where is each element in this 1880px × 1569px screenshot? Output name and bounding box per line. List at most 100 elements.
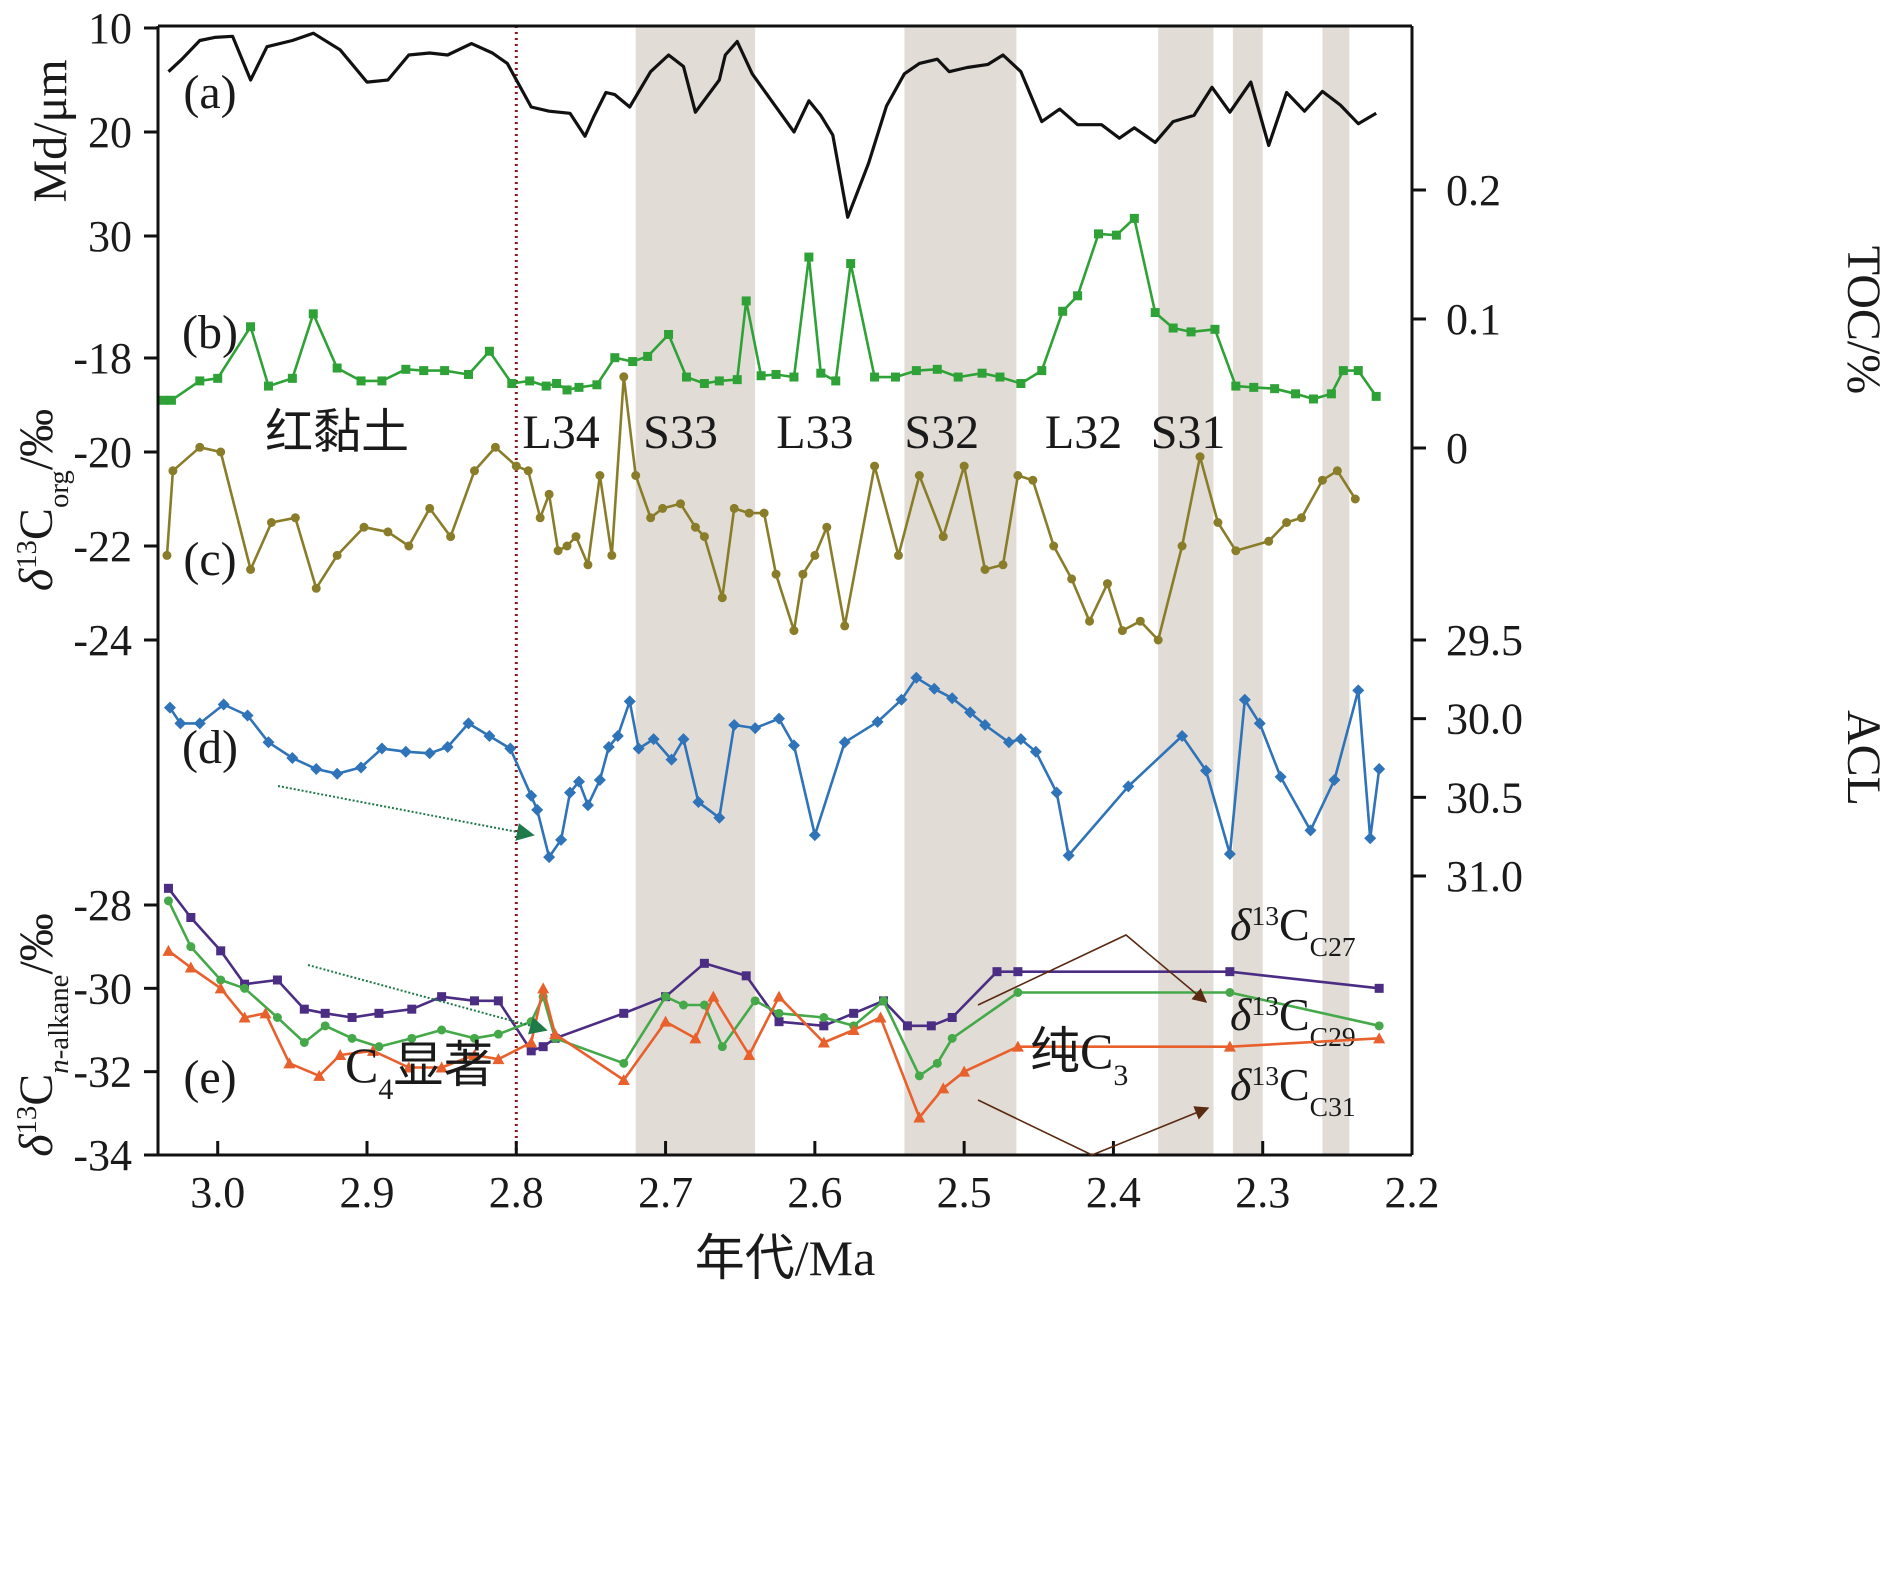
- data-point-e: [992, 967, 1002, 977]
- data-point-d: [217, 698, 230, 711]
- data-point-d: [1014, 733, 1027, 746]
- data-point-b: [507, 379, 517, 388]
- data-point-b: [377, 376, 387, 386]
- data-point-c: [1049, 541, 1059, 551]
- label-part: C27: [1310, 931, 1356, 962]
- shaded-band-2: [904, 26, 1017, 1155]
- data-point-d: [581, 799, 594, 812]
- y-tick-label-d: 30.5: [1446, 773, 1523, 822]
- stage-label: S33: [643, 406, 718, 459]
- data-point-d: [713, 811, 726, 824]
- data-point-e: [847, 1024, 860, 1035]
- y-tick-label-a: 20: [88, 108, 132, 157]
- data-point-e: [374, 1042, 384, 1052]
- arrow-to-alkane: [307, 964, 548, 1035]
- data-point-d: [1176, 729, 1189, 742]
- data-point-d: [665, 753, 678, 766]
- data-point-b: [870, 372, 880, 382]
- y-axis-title-e: δ13Cn-alkane/‰: [10, 913, 75, 1157]
- data-point-c: [619, 372, 629, 382]
- data-point-d: [1199, 764, 1212, 777]
- label-part: δ: [1230, 989, 1252, 1040]
- data-point-c: [523, 466, 533, 476]
- y-tick-label-a: 30: [88, 212, 132, 261]
- label-part: δ: [1230, 1059, 1252, 1110]
- data-point-c: [511, 461, 521, 471]
- data-point-c: [607, 550, 617, 560]
- data-point-d: [611, 729, 624, 742]
- y-axes: 10 20 30 (a) Md/μm 0 0.1 0.2 (b) TOC/% -18 -20 -22 -2…: [10, 4, 1880, 1180]
- data-point-c: [1317, 475, 1327, 485]
- y-axis-title-a: Md/μm: [24, 59, 77, 202]
- data-point-d: [399, 745, 412, 758]
- arrow-to-alkane: [977, 1099, 1210, 1156]
- x-tick-label: 2.4: [1086, 1168, 1141, 1217]
- data-point-e: [272, 975, 282, 985]
- data-point-d: [692, 796, 705, 809]
- stage-labels: 红黏土 L34 S33 L33 S32 L32 S31: [265, 406, 1225, 459]
- data-point-c: [571, 532, 581, 542]
- data-point-b: [911, 366, 921, 376]
- series-e-3: δ13CC31: [162, 944, 1386, 1123]
- x-axis: 3.0 2.9 2.8 2.7 2.6 2.5 2.4 2.3 2.2 年代/Ma: [190, 1141, 1440, 1286]
- data-point-e: [214, 982, 227, 994]
- data-point-e: [937, 1082, 950, 1094]
- stage-label: L34: [522, 406, 599, 459]
- data-point-b: [195, 376, 205, 386]
- data-point-d: [1122, 780, 1135, 793]
- series-b-1: [159, 213, 1381, 405]
- data-point-e: [1225, 988, 1235, 997]
- data-point-d: [593, 774, 606, 787]
- data-point-e: [407, 1004, 417, 1014]
- data-point-c: [553, 546, 563, 556]
- data-point-e: [492, 1053, 505, 1065]
- data-point-d: [871, 715, 884, 728]
- data-point-c: [162, 550, 172, 560]
- data-point-c: [1264, 536, 1274, 546]
- data-point-d: [1274, 770, 1287, 783]
- data-point-e: [774, 1008, 784, 1018]
- y-tick-label-d: 29.5: [1446, 616, 1523, 665]
- data-point-c: [1153, 635, 1163, 645]
- data-point-d: [193, 717, 206, 730]
- data-point-b: [1210, 324, 1220, 334]
- data-point-d: [355, 761, 368, 774]
- label-part: 显著: [393, 1037, 493, 1093]
- data-point-d: [543, 851, 556, 864]
- data-point-b: [440, 366, 450, 376]
- data-point-c: [311, 583, 321, 593]
- data-point-e: [874, 1011, 887, 1023]
- data-point-d: [910, 671, 923, 684]
- data-point-e: [469, 1033, 479, 1043]
- data-point-e: [162, 944, 175, 956]
- data-point-c: [425, 503, 435, 513]
- data-point-c: [195, 442, 205, 452]
- data-point-c: [332, 550, 342, 560]
- data-point-b: [789, 372, 799, 382]
- data-point-e: [272, 1013, 282, 1022]
- data-point-e: [741, 971, 751, 981]
- data-point-c: [1177, 541, 1187, 551]
- data-point-d: [728, 718, 741, 731]
- data-point-d: [504, 742, 517, 755]
- data-point-c: [535, 513, 545, 523]
- data-point-c: [822, 522, 832, 532]
- label-part: 13: [1251, 990, 1279, 1021]
- data-point-c: [383, 527, 393, 537]
- data-point-b: [1058, 306, 1068, 316]
- label-part: C: [1279, 899, 1310, 950]
- data-point-d: [555, 833, 568, 846]
- data-point-b: [1338, 366, 1348, 376]
- data-point-b: [308, 309, 318, 319]
- data-point-d: [749, 722, 762, 735]
- data-point-e: [407, 1033, 417, 1043]
- label-part: 13: [11, 1106, 43, 1135]
- x-tick-label: 2.3: [1235, 1168, 1290, 1217]
- data-point-c: [246, 565, 256, 574]
- data-point-d: [787, 739, 800, 752]
- label-part: org: [43, 470, 75, 508]
- data-point-d: [174, 717, 187, 730]
- data-point-d: [331, 767, 344, 780]
- panel-label-d: (d): [182, 721, 238, 774]
- data-point-c: [1332, 466, 1342, 476]
